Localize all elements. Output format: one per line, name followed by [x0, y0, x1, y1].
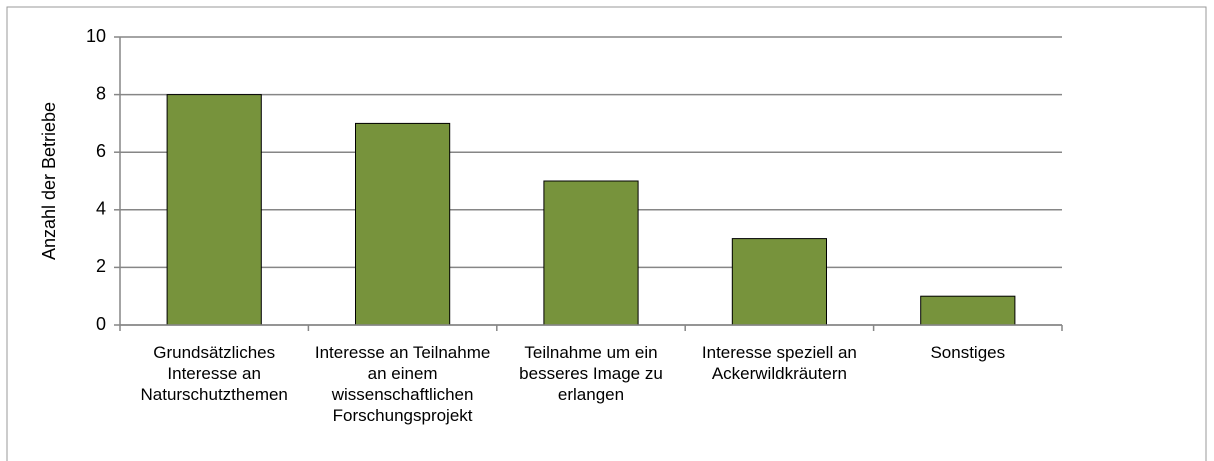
- bar: [166, 94, 262, 326]
- y-tick-label: 2: [96, 256, 106, 276]
- x-tick-label: Teilnahme um ein besseres Image zu erlan…: [519, 343, 663, 404]
- bar: [731, 238, 827, 326]
- x-tick-label: Interesse an Teilnahme an einem wissensc…: [314, 343, 491, 425]
- y-tick-label: 0: [96, 314, 106, 334]
- x-tick-label: Sonstiges: [930, 343, 1006, 362]
- y-tick-label: 10: [86, 26, 106, 46]
- y-tick-label: 4: [96, 199, 106, 219]
- bar: [543, 180, 639, 326]
- y-axis-label: Anzahl der Betriebe: [39, 102, 59, 260]
- y-tick-label: 6: [96, 141, 106, 161]
- frame: [6, 6, 1207, 461]
- x-tick-label: Grundsätzliches Interesse an Naturschutz…: [140, 343, 288, 404]
- bar: [355, 122, 451, 326]
- x-tick-label: Interesse speziell an Ackerwildkräutern: [701, 343, 857, 383]
- y-tick-label: 8: [96, 83, 106, 103]
- bar: [920, 295, 1016, 326]
